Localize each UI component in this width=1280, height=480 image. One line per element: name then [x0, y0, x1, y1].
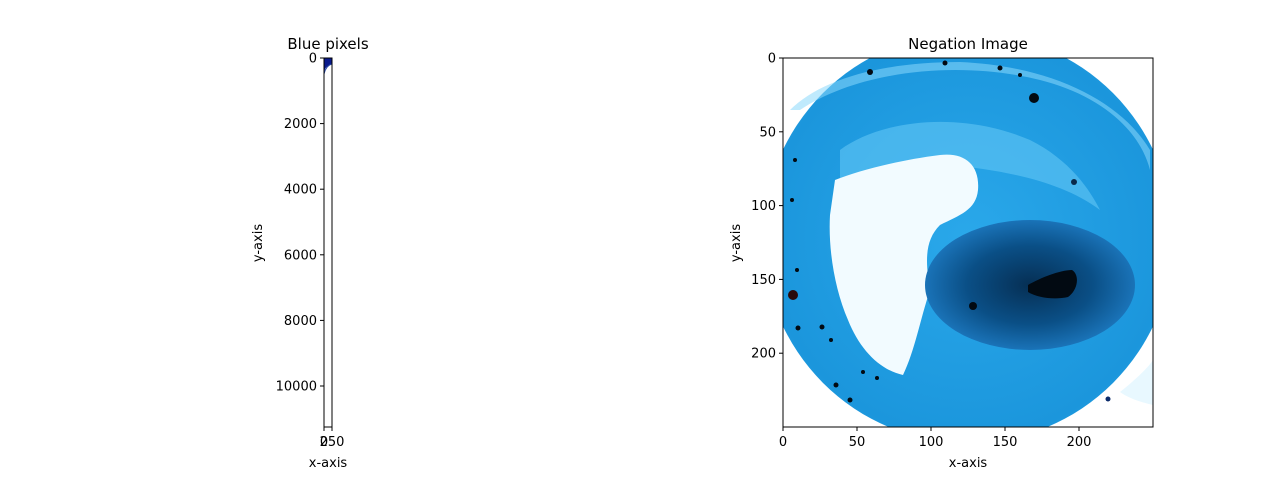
white-corner-glare — [1120, 360, 1153, 405]
right-x-ticks: 0 50 100 150 200 — [779, 427, 1092, 450]
right-title: Negation Image — [908, 35, 1028, 53]
left-ytick-label: 10000 — [276, 380, 317, 395]
dark-dot-17 — [793, 158, 797, 162]
right-xtick-label: 200 — [1067, 435, 1092, 450]
dark-dot-12 — [829, 338, 833, 342]
dark-dot-16 — [875, 376, 879, 380]
right-xtick-label: 150 — [993, 435, 1018, 450]
dark-spot — [1028, 270, 1077, 299]
left-title: Blue pixels — [287, 35, 368, 53]
left-ytick-label: 2000 — [284, 117, 317, 132]
dark-dot-7 — [1071, 179, 1077, 185]
dark-dot-2 — [1029, 93, 1039, 103]
dark-dot-6 — [1018, 73, 1022, 77]
left-plot-frame — [323, 57, 333, 428]
left-ytick-label: 8000 — [284, 314, 317, 329]
dark-dot-14 — [847, 397, 853, 403]
right-xlabel: x-axis — [949, 456, 988, 471]
dark-dot-3 — [867, 69, 873, 75]
right-ytick-label: 200 — [751, 347, 776, 362]
dark-dot-1 — [969, 302, 977, 310]
left-xlabel: x-axis — [309, 456, 348, 471]
dark-dot-5 — [997, 65, 1003, 71]
negation-image — [783, 58, 1153, 427]
left-ytick-label: 6000 — [284, 248, 317, 263]
right-y-ticks: 0 50 100 150 200 — [751, 52, 783, 362]
left-ytick-label: 0 — [309, 52, 317, 67]
right-xtick-label: 0 — [779, 435, 787, 450]
dark-dot-19 — [1105, 396, 1111, 402]
dark-dot-10 — [795, 325, 801, 331]
blue-pixels-image — [323, 58, 333, 75]
dark-dot-8 — [788, 290, 798, 300]
left-xtick-label: 250 — [320, 435, 345, 450]
right-panel: Negation Image — [729, 35, 1154, 471]
left-y-ticks: 0 2000 4000 6000 8000 10000 — [276, 52, 324, 395]
pale-region — [829, 154, 979, 375]
right-ytick-label: 50 — [759, 125, 776, 140]
dark-dot-11 — [819, 324, 825, 330]
left-ytick-label: 4000 — [284, 183, 317, 198]
right-ylabel: y-axis — [729, 224, 744, 262]
blue-pixel-blob — [324, 58, 332, 74]
dark-dot-18 — [790, 198, 794, 202]
left-ylabel: y-axis — [251, 224, 266, 262]
dark-dot-4 — [942, 60, 948, 66]
right-ytick-label: 100 — [751, 199, 776, 214]
dark-dot-15 — [861, 370, 865, 374]
right-ytick-label: 0 — [768, 52, 776, 67]
right-xtick-label: 50 — [849, 435, 866, 450]
right-plot-frame — [782, 57, 1154, 428]
dark-dot-13 — [833, 382, 839, 388]
dark-dot-9 — [795, 268, 799, 272]
right-xtick-label: 100 — [919, 435, 944, 450]
left-xtick-label: 0 — [320, 435, 328, 450]
right-ytick-label: 150 — [751, 273, 776, 288]
